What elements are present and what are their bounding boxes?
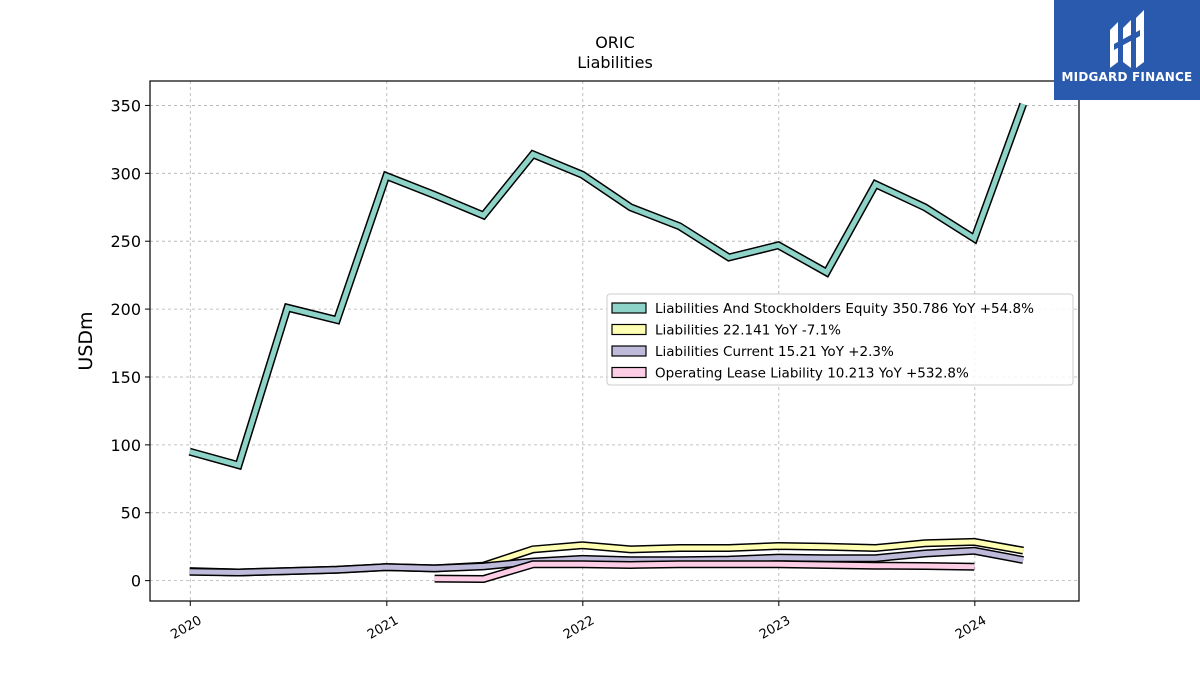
y-tick-label: 100 — [110, 436, 141, 455]
operating-lease-liability-legend-swatch — [611, 366, 647, 379]
liabilities-legend-label: Liabilities 22.141 YoY -7.1% — [655, 323, 841, 339]
liabilities-current-legend-label: Liabilities Current 15.21 YoY +2.3% — [655, 344, 894, 360]
liabilities-and-stockholders-equity-legend-swatch — [611, 302, 647, 314]
series-lines — [188, 102, 1027, 584]
x-tick-label: 2020 — [168, 613, 204, 643]
legend-box — [606, 293, 1074, 386]
liabilities-current-legend-swatch — [611, 345, 647, 357]
y-tick-label: 350 — [110, 96, 141, 115]
logo-text: MIDGARD FINANCE — [1061, 70, 1193, 84]
midgard-emblem-icon — [1110, 10, 1144, 68]
chart-title: ORIC — [595, 33, 635, 52]
operating-lease-liability-legend-label: Operating Lease Liability 10.213 YoY +53… — [655, 366, 969, 382]
liabilities-legend-swatch — [611, 323, 647, 336]
y-tick-label: 200 — [110, 300, 141, 319]
x-axis: 2020 2021 2022 2023 2024 — [168, 601, 989, 643]
x-tick-label: 2024 — [953, 613, 989, 643]
liabilities-and-stockholders-equity-line-outline — [188, 102, 1027, 471]
x-tick-label: 2022 — [561, 613, 597, 643]
y-axis-label: USDm — [75, 311, 97, 370]
liabilities-and-stockholders-equity-line — [189, 103, 1026, 469]
liabilities-and-stockholders-equity-legend-label: Liabilities And Stockholders Equity 350.… — [655, 301, 1034, 317]
operating-lease-liability-line — [434, 561, 975, 582]
y-tick-label: 300 — [110, 164, 141, 183]
y-tick-label: 0 — [131, 572, 141, 591]
x-tick-label: 2023 — [757, 613, 793, 643]
plot-frame — [149, 80, 1080, 602]
legend: Liabilities And Stockholders Equity 350.… — [606, 293, 1074, 386]
liabilities-current-line — [189, 548, 1024, 576]
x-tick-label: 2021 — [365, 613, 401, 643]
y-tick-label: 150 — [110, 368, 141, 387]
chart-subtitle: Liabilities — [577, 53, 653, 72]
y-tick-label: 50 — [121, 504, 141, 523]
y-tick-label: 250 — [110, 232, 141, 251]
y-axis: 0 50 100 150 200 250 300 350 — [110, 96, 150, 591]
midgard-finance-logo: MIDGARD FINANCE — [1054, 0, 1200, 100]
